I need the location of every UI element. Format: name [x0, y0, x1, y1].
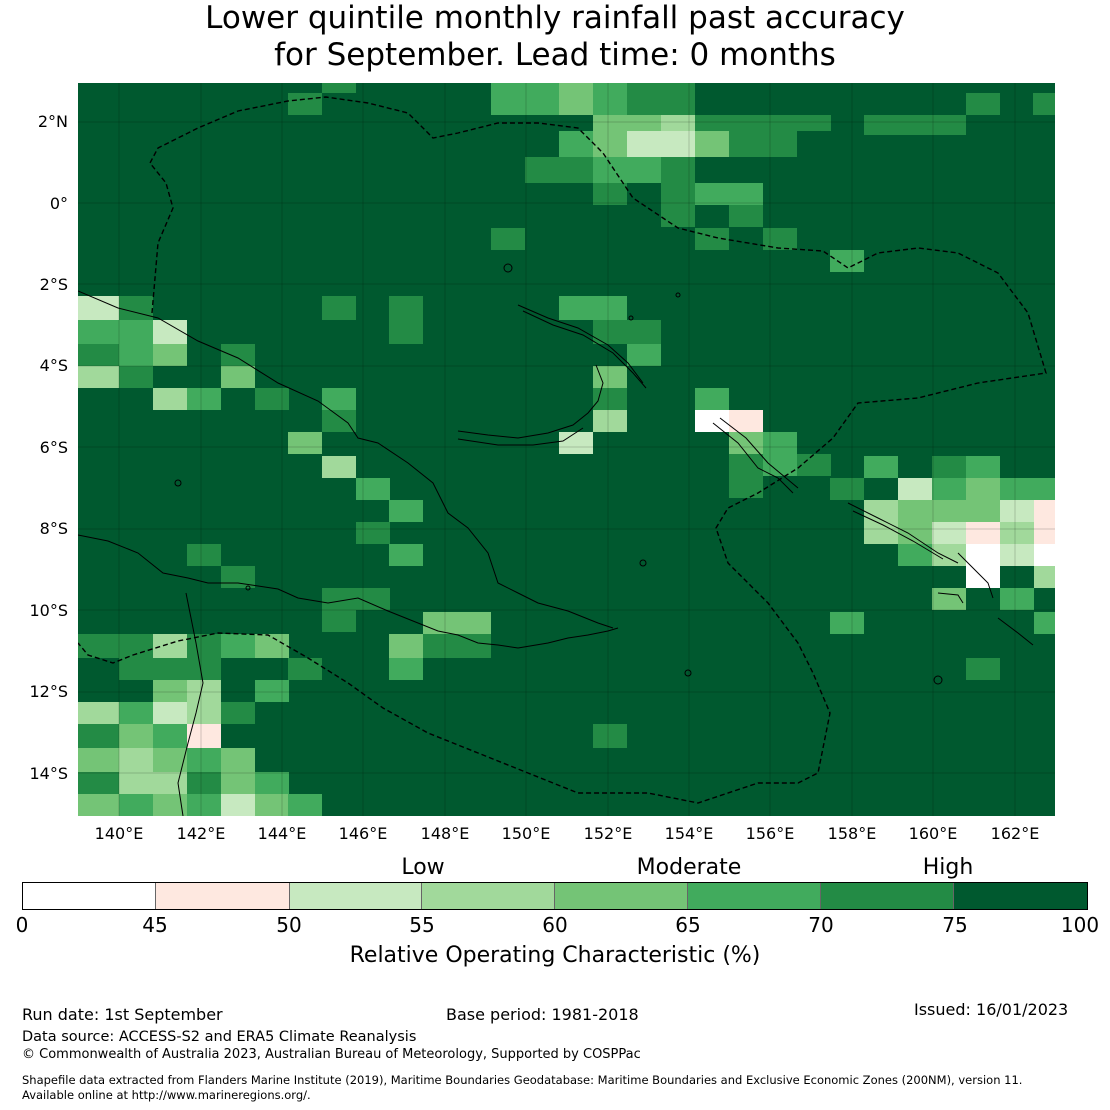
- colorbar-category-moderate: Moderate: [636, 855, 742, 880]
- lat-tick-4s: 4°S: [39, 356, 68, 375]
- map-canvas: [78, 83, 1055, 816]
- shapefile-credit-line2: Available online at http://www.marinereg…: [22, 1088, 311, 1102]
- lon-tick-162: 162°E: [990, 824, 1040, 843]
- chart-title-line1: Lower quintile monthly rainfall past acc…: [205, 0, 905, 36]
- colorbar-tick-75: 75: [942, 913, 968, 937]
- shapefile-credit-line1: Shapefile data extracted from Flanders M…: [22, 1073, 1023, 1087]
- colorbar-seg-65-70: [687, 883, 821, 909]
- colorbar-seg-50-55: [289, 883, 423, 909]
- lat-tick-12s: 12°S: [29, 682, 68, 701]
- colorbar-category-high: High: [922, 855, 974, 880]
- lon-tick-160: 160°E: [908, 824, 958, 843]
- colorbar-seg-60-65: [555, 883, 688, 909]
- lon-tick-156: 156°E: [745, 824, 795, 843]
- lon-tick-150: 150°E: [501, 824, 551, 843]
- lat-tick-14s: 14°S: [29, 764, 68, 783]
- run-date: Run date: 1st September: [22, 1005, 223, 1024]
- lon-tick-144: 144°E: [257, 824, 307, 843]
- eez-boundary: [78, 96, 1047, 804]
- colorbar-tick-70: 70: [808, 913, 834, 937]
- issued-date: Issued: 16/01/2023: [914, 1000, 1069, 1019]
- colorbar-seg-75-100: [954, 883, 1087, 909]
- coastlines: [78, 263, 1034, 816]
- colorbar-category-low: Low: [401, 855, 445, 880]
- map-grid-cells: [78, 83, 1055, 816]
- data-source: Data source: ACCESS-S2 and ERA5 Climate …: [22, 1029, 417, 1045]
- colorbar-seg-70-75: [820, 883, 955, 909]
- lat-tick-6s: 6°S: [39, 438, 68, 457]
- lat-tick-8s: 8°S: [39, 519, 68, 538]
- chart-title-line2: for September. Lead time: 0 months: [274, 37, 836, 73]
- colorbar-seg-55-60: [422, 883, 555, 909]
- colorbar-seg-45-50: [155, 883, 290, 909]
- lon-tick-154: 154°E: [664, 824, 714, 843]
- lon-tick-158: 158°E: [827, 824, 877, 843]
- lon-tick-140: 140°E: [94, 824, 144, 843]
- lat-tick-2n: 2°N: [37, 112, 68, 131]
- colorbar-tick-45: 45: [142, 913, 168, 937]
- lat-tick-2s: 2°S: [39, 275, 68, 294]
- lon-tick-152: 152°E: [583, 824, 633, 843]
- colorbar-tick-65: 65: [675, 913, 701, 937]
- map-graticule: [78, 83, 1055, 816]
- colorbar-tick-100: 100: [1060, 913, 1100, 937]
- base-period: Base period: 1981-2018: [446, 1005, 639, 1024]
- colorbar-tick-55: 55: [409, 913, 435, 937]
- colorbar-tick-60: 60: [542, 913, 568, 937]
- rainfall-accuracy-map: [78, 83, 1055, 816]
- colorbar-seg-0-45: [23, 883, 156, 909]
- lon-tick-148: 148°E: [420, 824, 470, 843]
- colorbar-label: Relative Operating Characteristic (%): [349, 943, 761, 968]
- copyright: © Commonwealth of Australia 2023, Austra…: [22, 1047, 641, 1062]
- lat-tick-0: 0°: [49, 194, 68, 213]
- colorbar-tick-50: 50: [276, 913, 302, 937]
- colorbar: [22, 882, 1088, 910]
- lon-tick-146: 146°E: [338, 824, 388, 843]
- lon-tick-142: 142°E: [176, 824, 226, 843]
- colorbar-tick-0: 0: [15, 913, 29, 937]
- lat-tick-10s: 10°S: [29, 601, 68, 620]
